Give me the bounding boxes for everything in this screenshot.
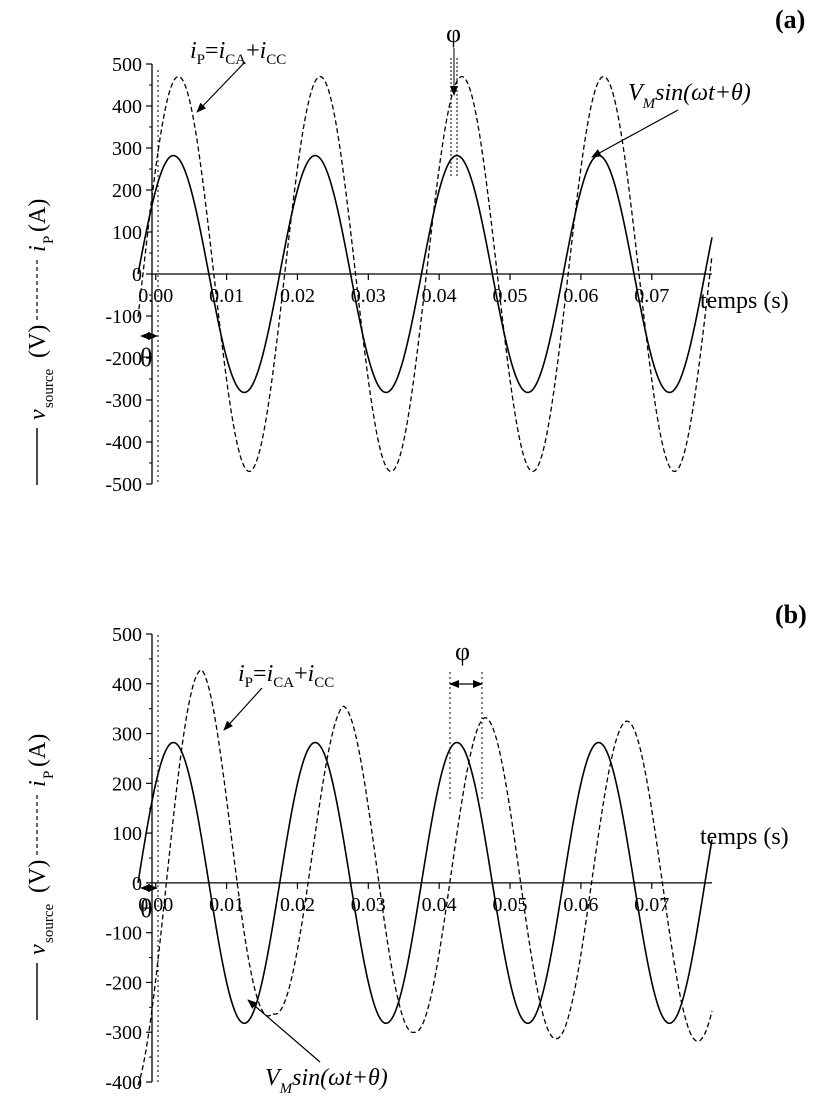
- curves-a: [137, 75, 713, 473]
- phi-label-b: φ: [455, 637, 470, 666]
- x-tick-label: 0.02: [280, 285, 315, 307]
- x-axis-label-b: temps (s): [700, 824, 789, 850]
- y-tick-label: 100: [112, 222, 142, 244]
- axes-a: [146, 63, 712, 485]
- y-tick-labels-a: 500 400 300 200 100 0 -100 -200 -300 -400 -500: [105, 54, 142, 496]
- y-tick-label: 0: [132, 873, 142, 895]
- voltage-arrow-a: [591, 109, 679, 158]
- y-tick-label: 500: [112, 624, 142, 646]
- y-tick-label: 500: [112, 54, 142, 76]
- current-arrow-b: [223, 687, 263, 731]
- y-tick-label: -100: [105, 306, 142, 328]
- y-tick-label: -400: [105, 1072, 142, 1094]
- y-tick-label: 0: [132, 264, 142, 286]
- y-tick-label: 100: [112, 823, 142, 845]
- ylabel-i-main-b: i: [25, 780, 51, 787]
- current-arrow-a: [196, 61, 246, 113]
- y-axis-label-a: v source (V) i P (A): [25, 199, 57, 485]
- ylabel-v-main-a: v: [25, 409, 51, 420]
- current-label-b: iP=iCA+iCC: [238, 661, 334, 691]
- phi-annotation-a: φ: [446, 19, 461, 178]
- axes-b: [146, 633, 712, 1083]
- panel-label-b: (b): [775, 600, 807, 629]
- voltage-annotation-b: VMsin(ωt+θ): [247, 999, 388, 1097]
- ylabel-v-unit-b: (V): [25, 860, 51, 893]
- ylabel-v-sub-a: source: [41, 369, 57, 408]
- y-tick-label: -300: [105, 390, 142, 412]
- y-tick-label: -400: [105, 432, 142, 454]
- chart-panel-a: (a) 500 400 300 200 100 0 -100 -200 -300 -400 -500…: [25, 5, 805, 496]
- x-tick-label: 0.03: [351, 285, 386, 307]
- x-tick-label: 0.06: [563, 285, 598, 307]
- y-tick-label: 400: [112, 674, 142, 696]
- current-series-line: [137, 669, 713, 1086]
- chart-panel-b: (b) 500 400 300 200 100 0 -100 -200 -300 -400 0.0…: [25, 600, 807, 1097]
- x-tick-label: 0.06: [563, 894, 598, 916]
- y-tick-label: -100: [105, 923, 142, 945]
- voltage-annotation-a: VMsin(ωt+θ): [591, 80, 751, 158]
- y-tick-labels-b: 500 400 300 200 100 0 -100 -200 -300 -400: [105, 624, 142, 1094]
- y-tick-label: 400: [112, 96, 142, 118]
- current-annotation-a: iP=iCA+iCC: [190, 38, 286, 113]
- y-tick-label: -200: [105, 972, 142, 994]
- x-tick-label: 0.00: [138, 285, 173, 307]
- x-tick-label: 0.07: [634, 894, 669, 916]
- x-tick-label: 0.05: [493, 285, 528, 307]
- x-axis-label-a: temps (s): [700, 288, 789, 314]
- y-tick-label: 200: [112, 180, 142, 202]
- theta-label-a: θ: [140, 343, 152, 372]
- x-tick-label: 0.05: [493, 894, 528, 916]
- y-axis-label-b: v source (V) i P (A): [25, 734, 57, 1020]
- phi-label-a: φ: [446, 19, 461, 48]
- ylabel-i-unit-b: (A): [25, 734, 51, 767]
- ylabel-i-unit-a: (A): [25, 199, 51, 232]
- x-tick-label: 0.03: [351, 894, 386, 916]
- phi-annotation-b: φ: [449, 637, 483, 800]
- x-tick-labels-a: 0.00 0.01 0.02 0.03 0.04 0.05 0.06 0.07: [138, 285, 669, 307]
- voltage-series-line: [137, 154, 713, 394]
- ylabel-i-main-a: i: [25, 245, 51, 252]
- ylabel-i-sub-b: P: [41, 771, 57, 779]
- x-tick-label: 0.02: [280, 894, 315, 916]
- current-label-a: iP=iCA+iCC: [190, 38, 286, 68]
- x-tick-label: 0.04: [422, 894, 457, 916]
- x-tick-labels-b: 0.00 0.01 0.02 0.03 0.04 0.05 0.06 0.07: [138, 894, 669, 916]
- x-tick-label: 0.01: [209, 285, 244, 307]
- voltage-label-a: VMsin(ωt+θ): [628, 80, 751, 112]
- voltage-label-b: VMsin(ωt+θ): [265, 1065, 388, 1097]
- theta-annotation-a: θ: [140, 70, 159, 483]
- ylabel-i-sub-a: P: [41, 236, 57, 244]
- ylabel-v-sub-b: source: [41, 904, 57, 943]
- ylabel-v-main-b: v: [25, 944, 51, 955]
- y-tick-label: 300: [112, 138, 142, 160]
- current-annotation-b: iP=iCA+iCC: [223, 661, 334, 731]
- y-tick-label: -300: [105, 1022, 142, 1044]
- y-tick-label: 300: [112, 724, 142, 746]
- theta-label-b: θ: [140, 894, 152, 923]
- voltage-series-line: [137, 741, 713, 1025]
- x-tick-label: 0.01: [209, 894, 244, 916]
- current-series-line: [137, 75, 713, 473]
- ylabel-v-unit-a: (V): [25, 325, 51, 358]
- theta-annotation-b: θ: [140, 635, 159, 1082]
- y-tick-label: 200: [112, 773, 142, 795]
- curves-b: [137, 669, 713, 1086]
- panel-label-a: (a): [775, 5, 805, 34]
- y-tick-label: -500: [105, 474, 142, 496]
- x-tick-label: 0.07: [634, 285, 669, 307]
- y-tick-label: -200: [105, 348, 142, 370]
- voltage-arrow-b: [247, 999, 321, 1063]
- x-tick-label: 0.04: [422, 285, 457, 307]
